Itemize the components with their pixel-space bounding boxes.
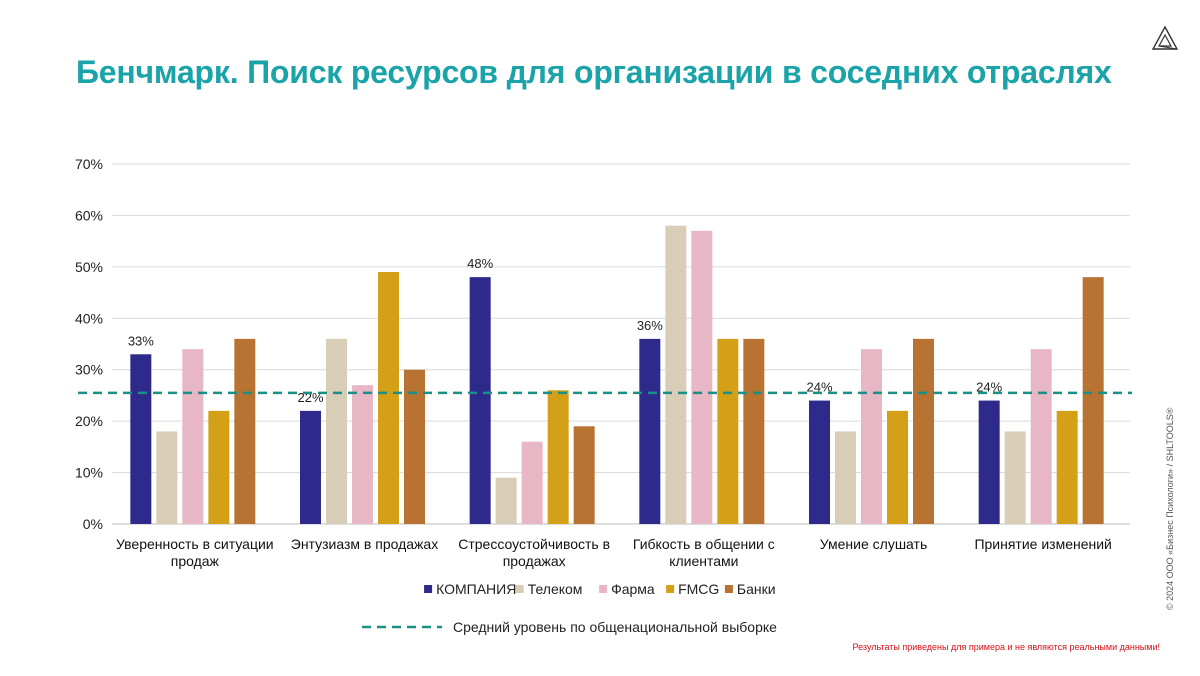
x-tick-label: Энтузиазм в продажах <box>291 536 438 552</box>
bar <box>913 338 934 524</box>
legend-swatch <box>599 585 608 593</box>
legend-swatch <box>724 585 733 593</box>
bar <box>469 277 491 524</box>
y-tick-label: 20% <box>75 413 103 429</box>
x-tick-label: Уверенность в ситуации <box>116 536 274 552</box>
x-tick-label: клиентами <box>669 553 738 569</box>
bar <box>691 230 713 524</box>
bar <box>547 390 569 524</box>
legend-label: FMCG <box>678 581 719 597</box>
x-tick-label: продажах <box>503 553 566 569</box>
bar <box>809 400 830 524</box>
legend-label: Телеком <box>528 581 583 597</box>
y-tick-label: 10% <box>75 465 103 481</box>
bar <box>1056 410 1078 524</box>
bar <box>1030 349 1052 524</box>
bar <box>182 349 204 524</box>
legend-label: КОМПАНИЯ <box>436 581 516 597</box>
copyright-text: © 2024 ООО «Бизнес Психологи» / SHLTOOLS… <box>1165 407 1175 610</box>
y-tick-label: 0% <box>83 516 103 532</box>
bar <box>861 349 882 524</box>
y-tick-label: 50% <box>75 259 103 275</box>
bar <box>300 410 321 524</box>
triangle-logo-icon <box>1151 25 1179 50</box>
legend-swatch <box>424 585 433 593</box>
bar <box>1082 277 1104 524</box>
bar <box>743 338 765 524</box>
x-tick-label: Стрессоустойчивость в <box>458 536 610 552</box>
bar <box>495 477 517 524</box>
legend-label: Банки <box>737 581 776 597</box>
bar <box>717 338 739 524</box>
bar <box>1004 431 1026 524</box>
legend-swatch <box>515 585 524 593</box>
legend-swatch <box>666 585 675 593</box>
bar <box>352 385 373 524</box>
bar <box>978 400 1000 524</box>
data-label: 48% <box>467 256 493 271</box>
bar <box>887 410 908 524</box>
disclaimer-text: Результаты приведены для примера и не яв… <box>852 642 1161 652</box>
bar <box>521 441 543 524</box>
bar <box>326 338 347 524</box>
data-label: 24% <box>976 380 1002 395</box>
x-tick-label: Принятие изменений <box>974 536 1111 552</box>
legend-reference-label: Средний уровень по общенациональной выбо… <box>453 619 777 635</box>
bar <box>639 338 661 524</box>
x-tick-label: Умение слушать <box>820 536 928 552</box>
data-label: 33% <box>128 333 154 348</box>
bar <box>234 338 256 524</box>
legend-label: Фарма <box>611 581 655 597</box>
data-label: 24% <box>806 380 832 395</box>
bar <box>404 369 425 524</box>
y-tick-label: 60% <box>75 207 103 223</box>
y-tick-label: 70% <box>75 156 103 172</box>
bar <box>130 354 152 524</box>
bar <box>835 431 856 524</box>
bar <box>156 431 178 524</box>
y-tick-label: 30% <box>75 362 103 378</box>
y-tick-label: 40% <box>75 310 103 326</box>
bar <box>573 426 595 524</box>
data-label: 36% <box>637 318 663 333</box>
bar <box>378 272 399 524</box>
x-tick-label: продаж <box>171 553 220 569</box>
page-title: Бенчмарк. Поиск ресурсов для организации… <box>76 54 1112 90</box>
x-tick-label: Гибкость в общении с <box>633 536 775 552</box>
bar <box>208 410 230 524</box>
bar <box>665 225 687 524</box>
